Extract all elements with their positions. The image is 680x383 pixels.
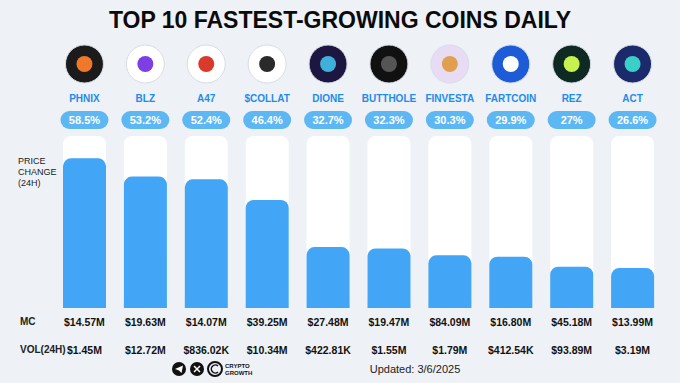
- svg-text:27%: 27%: [561, 114, 583, 126]
- html-text:$422.81K: $422.81K: [305, 344, 351, 356]
- html-text:Updated: 3/6/2025: Updated: 3/6/2025: [369, 363, 461, 375]
- html-text:$93.89M: $93.89M: [551, 344, 593, 356]
- svg-text:DIONE: DIONE: [312, 93, 344, 104]
- svg-text:46.4%: 46.4%: [252, 114, 283, 126]
- html-text:$27.48M: $27.48M: [307, 316, 349, 328]
- svg-text:FINVESTA: FINVESTA: [425, 93, 474, 104]
- html-text:$412.54K: $412.54K: [488, 344, 534, 356]
- svg-text:32.3%: 32.3%: [373, 114, 404, 126]
- svg-text:53.2%: 53.2%: [130, 114, 161, 126]
- html-text:$1.55M: $1.55M: [371, 344, 407, 356]
- html-text:$19.63M: $19.63M: [124, 316, 166, 328]
- html-text:$3.19M: $3.19M: [615, 344, 651, 356]
- html-text:MC: MC: [20, 316, 36, 327]
- svg-text:A47: A47: [197, 93, 216, 104]
- svg-text:58.5%: 58.5%: [69, 114, 100, 126]
- html-text:$14.57M: $14.57M: [64, 316, 105, 328]
- html-text:$14.07M: $14.07M: [185, 316, 227, 328]
- html-text:TOP 10 FASTEST-GROWING COINS D: TOP 10 FASTEST-GROWING COINS DAILY: [108, 7, 572, 33]
- svg-text:CRYPTO: CRYPTO: [225, 363, 250, 369]
- svg-text:32.7%: 32.7%: [312, 114, 343, 126]
- svg-text:ACT: ACT: [622, 93, 643, 104]
- html-text:$39.25M: $39.25M: [246, 316, 288, 328]
- html-text:$84.09M: $84.09M: [429, 316, 471, 328]
- svg-text:BLZ: BLZ: [136, 93, 155, 104]
- svg-text:GROWTH: GROWTH: [225, 370, 252, 376]
- html-text:$1.79M: $1.79M: [432, 344, 468, 356]
- svg-text:REZ: REZ: [562, 93, 582, 104]
- html-text:$12.72M: $12.72M: [124, 344, 166, 356]
- html-text:$19.47M: $19.47M: [368, 316, 410, 328]
- svg-text:PHNIX: PHNIX: [69, 93, 100, 104]
- html-text:$45.18M: $45.18M: [551, 316, 593, 328]
- svg-text:52.4%: 52.4%: [191, 114, 222, 126]
- html-text:$13.99M: $13.99M: [612, 316, 653, 328]
- html-text:$10.34M: $10.34M: [246, 344, 288, 356]
- svg-text:29.9%: 29.9%: [495, 114, 526, 126]
- html-text:VOL(24H) $1.45M: VOL(24H) $1.45M: [20, 344, 102, 356]
- svg-text:FARTCOIN: FARTCOIN: [485, 93, 536, 104]
- html-text:PRICE CHANGE (24H): PRICE CHANGE (24H): [18, 156, 57, 188]
- svg-text:30.3%: 30.3%: [434, 114, 465, 126]
- svg-text:$COLLAT: $COLLAT: [244, 93, 289, 104]
- svg-text:BUTTHOLE: BUTTHOLE: [362, 93, 417, 104]
- svg-text:26.6%: 26.6%: [617, 114, 648, 126]
- html-text:$836.02K: $836.02K: [183, 344, 229, 356]
- html-text:$16.80M: $16.80M: [490, 316, 532, 328]
